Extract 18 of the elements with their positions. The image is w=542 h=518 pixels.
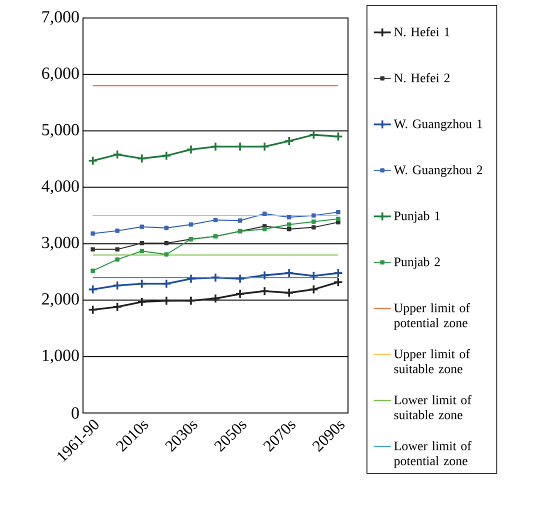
y-tick-label: 4,000 (42, 180, 79, 194)
y-tick-label: 5,000 (42, 124, 79, 138)
legend-label: Punjab 2 (394, 257, 440, 269)
legend-label: Upper limit of potential zone (394, 303, 470, 330)
y-tick-label: 1,000 (42, 350, 79, 364)
legend-label: Lower limit of suitable zone (394, 395, 472, 420)
legend-label: Upper limit of suitable zone (394, 349, 470, 374)
legend-label: W. Guangzhou 2 (394, 165, 482, 177)
y-tick-label: 0 (72, 407, 79, 419)
legend-label: N. Hefei 2 (394, 73, 450, 82)
legend-label: W. Guangzhou 1 (394, 119, 482, 131)
y-tick-label: 7,000 (42, 11, 79, 25)
y-tick-label: 3,000 (42, 236, 79, 251)
y-tick-label: 6,000 (42, 67, 79, 82)
legend-label: N. Hefei 1 (394, 27, 450, 36)
legend-label: Lower limit of potential zone (394, 441, 472, 468)
legend-label: Punjab 1 (394, 211, 440, 223)
y-tick-label: 2,000 (42, 293, 79, 308)
